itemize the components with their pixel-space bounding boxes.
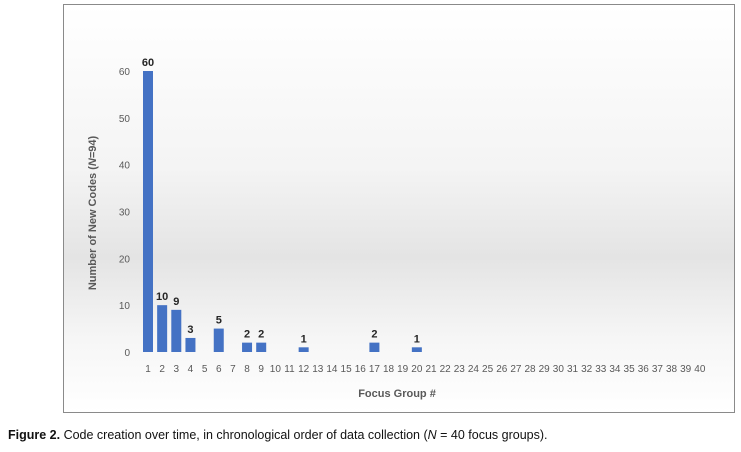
y-tick-label: 50 [119,114,131,125]
x-tick-label: 39 [680,364,692,375]
caption-label: Figure 2. [8,428,61,442]
x-tick-label: 14 [326,364,338,375]
x-tick-label: 21 [425,364,437,375]
y-tick-label: 60 [119,67,131,78]
x-tick-label: 16 [355,364,367,375]
data-label: 2 [371,329,377,341]
y-tick-label: 0 [124,348,130,359]
data-label: 2 [244,329,250,341]
x-tick-label: 22 [440,364,452,375]
data-label: 9 [173,296,179,308]
x-tick-label: 13 [312,364,324,375]
x-tick-label: 29 [539,364,551,375]
bar [171,309,182,352]
x-tick-label: 11 [284,364,295,375]
y-tick-label: 40 [119,161,131,172]
x-tick-label: 20 [411,364,423,375]
y-tick-label: 10 [119,301,131,312]
x-tick-label: 32 [581,364,593,375]
x-tick-label: 40 [694,364,706,375]
data-label: 10 [156,291,168,303]
x-tick-label: 4 [188,364,194,375]
x-tick-label: 25 [482,364,494,375]
x-tick-label: 35 [624,364,636,375]
x-tick-label: 10 [270,364,282,375]
data-label: 1 [414,333,420,345]
y-axis-title: Number of New Codes (N=94) [87,135,99,290]
x-tick-label: 26 [496,364,508,375]
x-tick-label: 23 [454,364,466,375]
x-tick-label: 28 [524,364,536,375]
x-tick-label: 2 [159,364,165,375]
bar [242,342,253,352]
x-tick-label: 31 [567,364,579,375]
bar [157,305,168,352]
x-tick-label: 18 [383,364,395,375]
x-tick-label: 33 [595,364,607,375]
y-axis-title-part-2: =94) [87,135,99,158]
y-axis-title-part-1: Number of New Codes ( [87,166,99,290]
x-tick-label: 9 [258,364,264,375]
y-axis-title-n: N [87,157,99,166]
data-label: 2 [258,329,264,341]
x-tick-label: 5 [202,364,208,375]
x-tick-label: 27 [510,364,522,375]
x-tick-label: 36 [638,364,650,375]
data-label: 3 [187,324,193,336]
x-tick-label: 15 [341,364,353,375]
y-tick-label: 20 [119,254,131,265]
data-label: 5 [216,315,222,327]
data-label: 60 [142,57,154,69]
x-tick-label: 6 [216,364,222,375]
x-tick-label: 24 [468,364,480,375]
bar [185,337,196,352]
x-tick-label: 3 [174,364,180,375]
bar [411,347,422,352]
bar [143,71,153,352]
bar [256,342,267,352]
x-tick-label: 1 [145,364,151,375]
y-tick-label: 30 [119,208,131,219]
bar [369,342,380,352]
x-tick-label: 7 [230,364,236,375]
caption-text-after: = 40 focus groups). [436,428,548,442]
data-label: 1 [301,333,307,345]
figure-caption: Figure 2. Code creation over time, in ch… [8,428,548,442]
caption-text-before: Code creation over time, in chronologica… [60,428,428,442]
x-tick-label: 30 [553,364,565,375]
bar [298,347,309,352]
x-tick-label: 8 [244,364,250,375]
bar [213,328,224,352]
x-tick-label: 38 [666,364,678,375]
x-tick-label: 19 [397,364,409,375]
caption-n-symbol: N [427,428,437,442]
x-tick-label: 17 [369,364,381,375]
x-tick-label: 37 [652,364,664,375]
x-tick-label: 12 [298,364,310,375]
x-tick-label: 34 [609,364,621,375]
x-axis-title: Focus Group # [358,388,436,400]
